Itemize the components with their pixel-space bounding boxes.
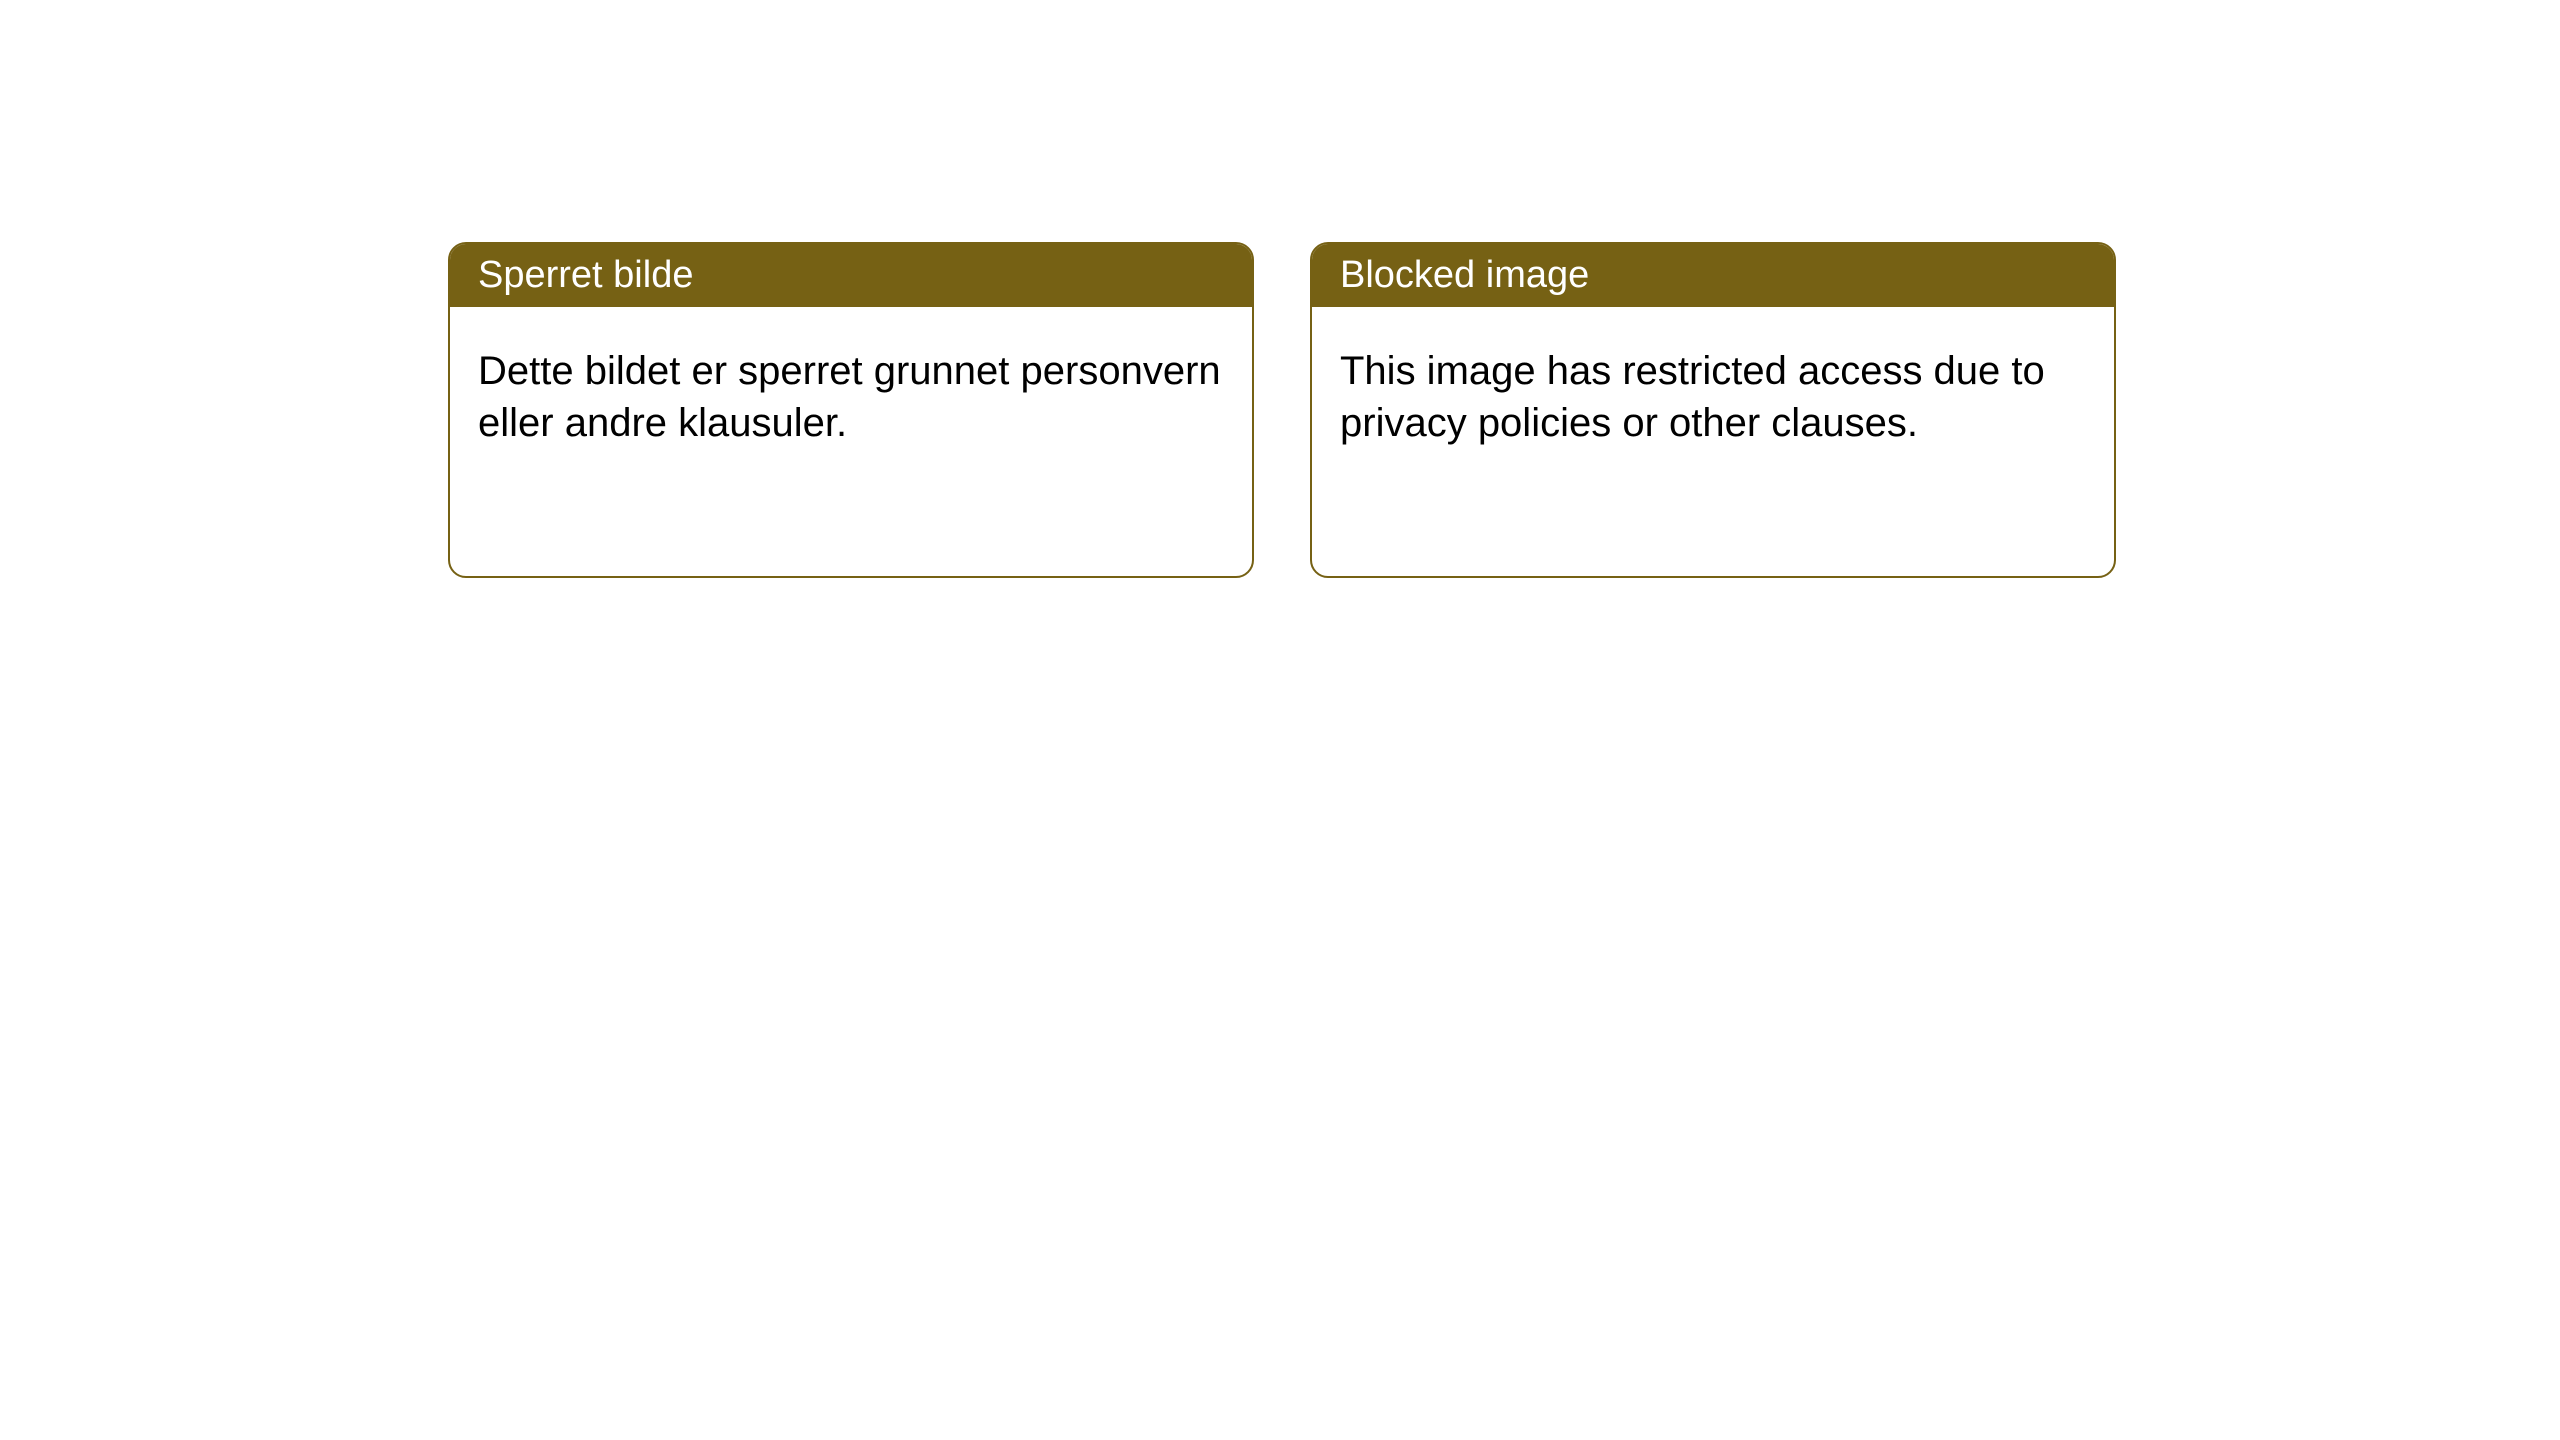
card-header-english: Blocked image bbox=[1312, 244, 2114, 307]
card-title-norwegian: Sperret bilde bbox=[478, 254, 693, 296]
card-message-norwegian: Dette bildet er sperret grunnet personve… bbox=[478, 349, 1221, 445]
blocked-image-card-norwegian: Sperret bilde Dette bildet er sperret gr… bbox=[448, 242, 1254, 578]
card-header-norwegian: Sperret bilde bbox=[450, 244, 1252, 307]
card-message-english: This image has restricted access due to … bbox=[1340, 349, 2045, 445]
blocked-image-card-english: Blocked image This image has restricted … bbox=[1310, 242, 2116, 578]
card-body-norwegian: Dette bildet er sperret grunnet personve… bbox=[450, 307, 1252, 487]
notice-container: Sperret bilde Dette bildet er sperret gr… bbox=[0, 0, 2560, 578]
card-title-english: Blocked image bbox=[1340, 254, 1589, 296]
card-body-english: This image has restricted access due to … bbox=[1312, 307, 2114, 487]
